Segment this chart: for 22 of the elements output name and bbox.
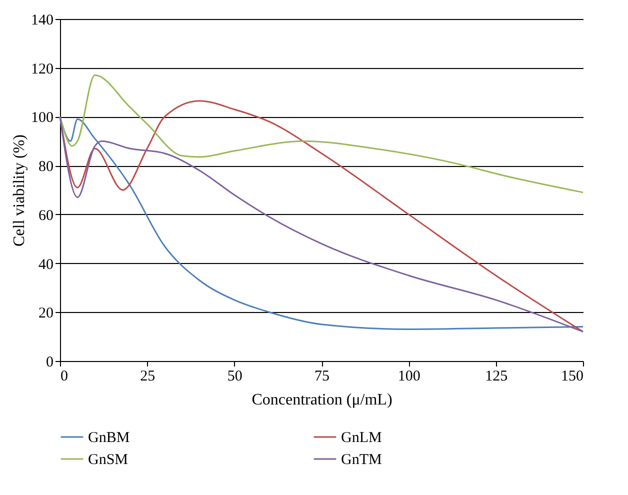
y-tick-label: 120	[31, 61, 54, 78]
x-tick-label: 75	[314, 368, 330, 384]
x-tick-label: 125	[485, 368, 508, 384]
y-tick-label: 140	[31, 12, 54, 28]
x-tick-label: 100	[398, 368, 420, 384]
line-series	[59, 74, 584, 194]
x-tick-label: 25	[140, 368, 156, 384]
legend-label: GnTM	[341, 452, 382, 468]
x-tick-label: 150	[561, 368, 584, 384]
y-tick-label: 60	[38, 208, 54, 224]
y-tick-label: 80	[38, 159, 54, 176]
y-tick-label: 40	[38, 256, 54, 273]
legend-label: GnSM	[88, 452, 128, 468]
y-tick-label: 20	[38, 306, 54, 322]
x-tick-label: 0	[60, 368, 68, 384]
x-axis-title: Concentration (μ/mL)	[252, 392, 392, 408]
legend-label: GnLM	[341, 430, 382, 446]
legend-label: GnBM	[88, 430, 130, 446]
y-axis-title: Cell viability (%)	[11, 134, 28, 246]
y-tick-label: 100	[31, 110, 54, 126]
y-tick-label: 0	[46, 354, 54, 370]
x-tick-label: 50	[227, 368, 242, 384]
